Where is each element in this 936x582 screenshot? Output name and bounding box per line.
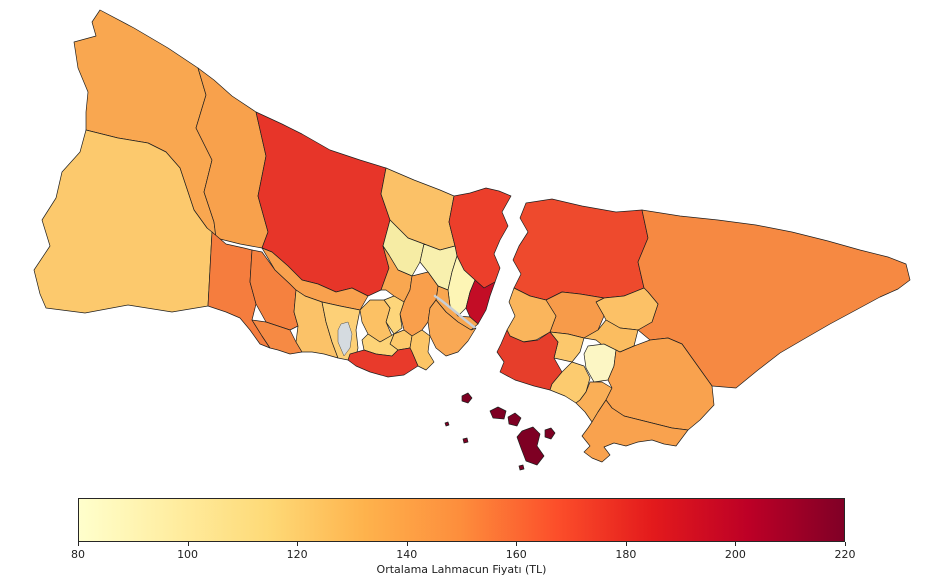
map-region-r21: [359, 299, 393, 343]
map-water-group: [337, 294, 476, 357]
map-region-r39: [581, 399, 689, 463]
colorbar-gradient: [78, 498, 845, 542]
water-kucukcekmece-lagoon: [337, 321, 353, 357]
water-golden-horn-inlet: [433, 294, 476, 329]
colorbar-axis-label: Ortalama Lahmacun Fiyatı (TL): [376, 563, 547, 576]
map-region-r27: [512, 198, 649, 301]
map-region-r17: [465, 279, 496, 325]
map-region-r16: [447, 255, 476, 317]
map-region-r40: [444, 392, 556, 471]
map-region-r03: [195, 67, 269, 249]
map-region-r10: [261, 247, 369, 311]
map-region-r26: [427, 299, 477, 357]
map-region-r02: [33, 129, 213, 314]
map-region-r25: [347, 347, 419, 378]
map-regions-group: [33, 9, 911, 471]
